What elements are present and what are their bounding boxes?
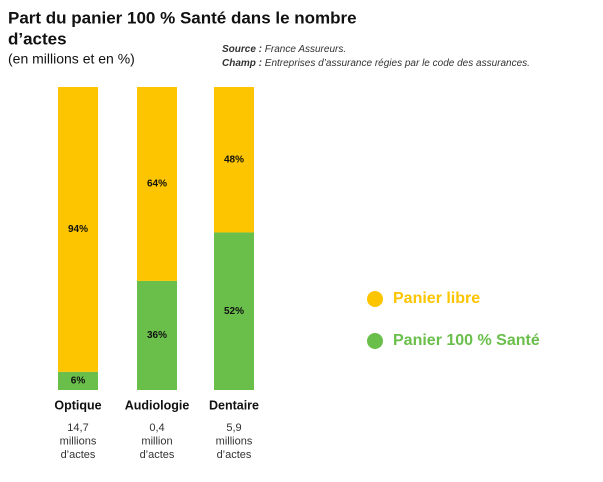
- chart-title: Part du panier 100 % Santé dans le nombr…: [8, 8, 357, 27]
- value-label: 48%: [224, 154, 244, 165]
- value-label: 64%: [147, 179, 167, 190]
- category-note: millions: [60, 435, 97, 447]
- value-label: 94%: [68, 224, 88, 235]
- source: Source : France Assureurs.: [222, 44, 346, 55]
- value-label: 36%: [147, 330, 167, 341]
- source-label: Source :: [222, 44, 262, 55]
- x-tick-label: Audiologie: [125, 398, 190, 412]
- bar-segment: [58, 371, 98, 390]
- subtitle: (en millions et en %): [8, 51, 135, 67]
- category-note: 0,4: [149, 422, 164, 434]
- bar-segment: [214, 87, 254, 233]
- legend-label: Panier libre: [393, 290, 480, 307]
- category-note: d’actes: [140, 449, 175, 461]
- legend-label: Panier 100 % Santé: [393, 332, 540, 349]
- category-note: million: [141, 435, 172, 447]
- category-note: d’actes: [217, 449, 252, 461]
- x-tick-label: Optique: [54, 398, 101, 412]
- category-note: 14,7: [67, 422, 88, 434]
- legend-marker: [367, 291, 383, 307]
- category-note: millions: [216, 435, 253, 447]
- source-text: France Assureurs.: [265, 44, 346, 55]
- bar-segment: [214, 232, 254, 390]
- value-label: 52%: [224, 306, 244, 317]
- category-note: d’actes: [61, 449, 96, 461]
- value-label: 6%: [71, 376, 86, 387]
- chart-title: d’actes: [8, 29, 67, 48]
- bar-segment: [58, 87, 98, 372]
- bar-segment: [137, 87, 177, 281]
- bar-segment: [137, 280, 177, 390]
- category-note: 5,9: [226, 422, 241, 434]
- champ: Champ : Entreprises d’assurance régies p…: [222, 58, 530, 69]
- legend-marker: [367, 333, 383, 349]
- x-tick-label: Dentaire: [209, 398, 259, 412]
- champ-label: Champ :: [222, 58, 262, 69]
- champ-text: Entreprises d’assurance régies par le co…: [265, 58, 530, 69]
